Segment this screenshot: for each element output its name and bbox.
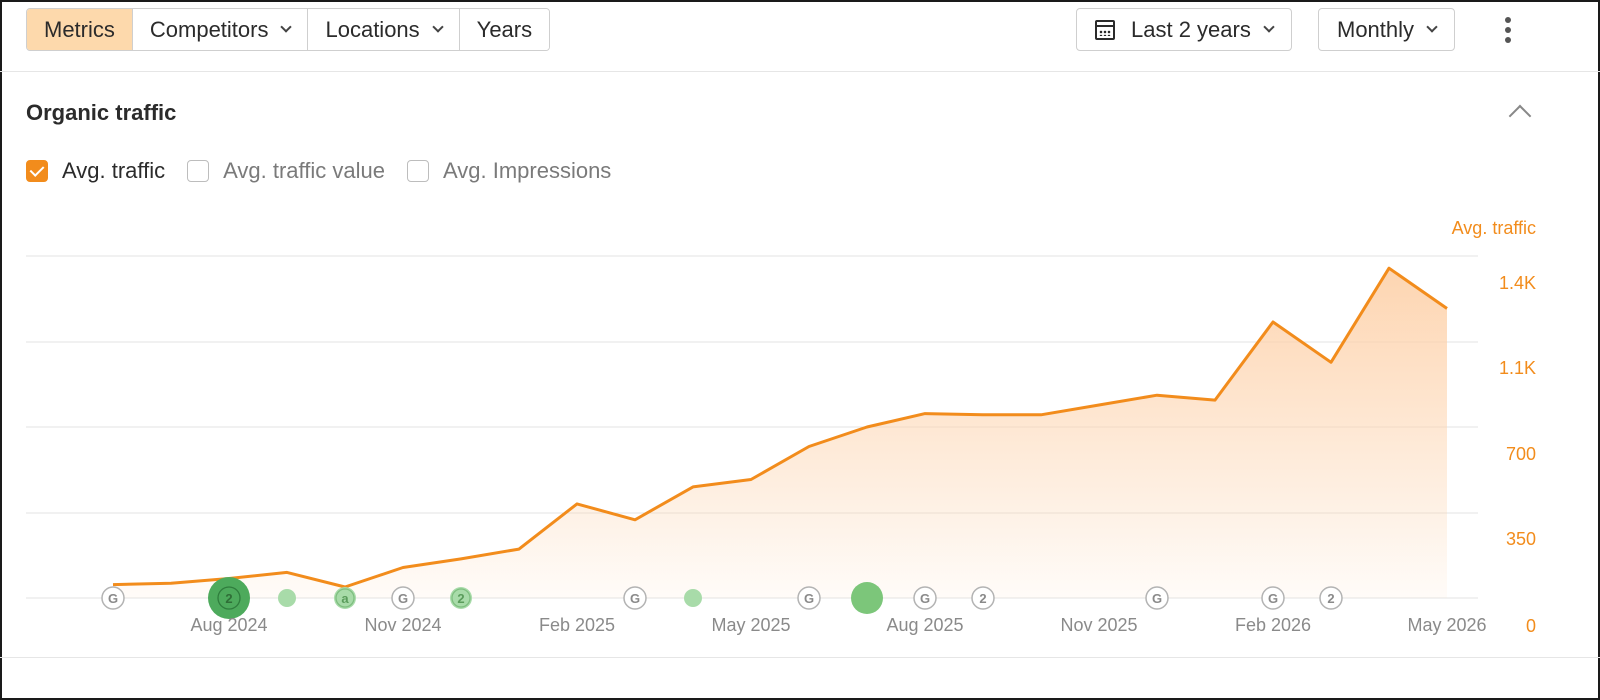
x-tick-label: Feb 2026: [1235, 615, 1311, 635]
date-range-label: Last 2 years: [1131, 16, 1251, 42]
checkbox-avg-traffic-value-label: Avg. traffic value: [223, 158, 385, 183]
tab-competitors-label: Competitors: [149, 16, 269, 42]
y-tick-label: 1.1K: [1499, 358, 1536, 378]
x-tick-label: Nov 2025: [1060, 615, 1137, 635]
svg-text:G: G: [1152, 591, 1162, 606]
x-tick-label: Nov 2024: [364, 615, 441, 635]
date-range-dropdown[interactable]: Last 2 years: [1076, 8, 1292, 51]
annotation-marker[interactable]: 2: [971, 586, 995, 610]
checkbox-avg-traffic[interactable]: Avg. traffic: [26, 158, 165, 184]
y-tick-label: 0: [1526, 616, 1536, 636]
google-update-marker[interactable]: G: [1261, 586, 1285, 610]
tab-years[interactable]: Years: [459, 9, 550, 50]
toolbar: Metrics Competitors Locations Years Last…: [0, 0, 1600, 72]
google-update-marker[interactable]: G: [391, 586, 415, 610]
svg-text:2: 2: [1327, 591, 1334, 606]
checkbox-unchecked-icon[interactable]: [187, 160, 210, 182]
google-update-marker[interactable]: G: [913, 586, 937, 610]
x-tick-label: Aug 2025: [886, 615, 963, 635]
checkbox-checked-icon[interactable]: [26, 160, 48, 182]
google-update-marker[interactable]: G: [797, 586, 821, 610]
google-update-marker[interactable]: G: [101, 586, 125, 610]
google-update-marker[interactable]: G: [623, 586, 647, 610]
view-switcher: Metrics Competitors Locations Years: [26, 8, 551, 51]
svg-text:G: G: [398, 591, 408, 606]
x-tick-label: Feb 2025: [539, 615, 615, 635]
chevron-down-icon: [280, 21, 293, 33]
tab-metrics[interactable]: Metrics: [27, 9, 133, 50]
chevron-down-icon: [1426, 21, 1438, 33]
y-axis-title: Avg. traffic: [1452, 218, 1536, 238]
svg-text:G: G: [804, 591, 814, 606]
y-tick-label: 350: [1506, 529, 1536, 549]
event-dot-marker[interactable]: [684, 589, 702, 607]
x-tick-label: May 2026: [1407, 615, 1486, 635]
event-count-marker[interactable]: 2: [450, 587, 472, 609]
metric-checkboxes: Avg. traffic Avg. traffic value Avg. Imp…: [26, 158, 633, 184]
chevron-down-icon: [1263, 21, 1275, 33]
tab-years-label: Years: [476, 16, 533, 42]
series-line: [112, 266, 1448, 589]
traffic-chart: G 2 a G 2 G G G 2 G G 2 Avg. traffic 0 350 700 1.1K 1.4K…: [26, 218, 1536, 636]
svg-text:G: G: [630, 591, 640, 606]
event-count-marker[interactable]: a: [334, 587, 356, 609]
svg-text:2: 2: [457, 591, 464, 606]
svg-text:2: 2: [979, 591, 986, 606]
event-dot-marker[interactable]: [278, 589, 296, 607]
calendar-icon: [1095, 19, 1115, 40]
checkbox-avg-impressions-label: Avg. Impressions: [442, 158, 612, 183]
google-update-marker[interactable]: G: [1145, 586, 1169, 610]
more-options-icon[interactable]: [1498, 14, 1518, 46]
tab-locations-label: Locations: [325, 16, 420, 42]
event-count-marker[interactable]: 2: [208, 577, 250, 619]
y-tick-label: 700: [1506, 444, 1536, 464]
interval-label: Monthly: [1337, 16, 1415, 42]
axis-labels: Avg. traffic 0 350 700 1.1K 1.4K Aug 2024 Nov 2…: [190, 218, 1536, 636]
svg-text:G: G: [1268, 591, 1278, 606]
checkbox-avg-impressions[interactable]: Avg. Impressions: [406, 158, 612, 184]
checkbox-unchecked-icon[interactable]: [406, 160, 429, 182]
svg-text:2: 2: [225, 591, 232, 606]
tab-metrics-label: Metrics: [44, 16, 115, 42]
svg-text:a: a: [341, 591, 349, 606]
annotation-marker[interactable]: 2: [1319, 586, 1343, 610]
y-tick-label: 1.4K: [1499, 273, 1536, 293]
event-dot-marker[interactable]: [851, 582, 883, 614]
checkbox-avg-traffic-label: Avg. traffic: [62, 158, 166, 183]
area-fill: [113, 268, 1447, 598]
divider: [0, 657, 1600, 658]
tab-locations[interactable]: Locations: [308, 9, 460, 50]
chevron-down-icon: [432, 21, 444, 33]
x-tick-label: Aug 2024: [190, 615, 267, 635]
event-markers: G 2 a G 2 G G G 2 G G 2: [101, 577, 1343, 619]
checkbox-avg-traffic-value[interactable]: Avg. traffic value: [187, 158, 385, 184]
svg-text:G: G: [108, 591, 118, 606]
svg-text:G: G: [920, 591, 930, 606]
tab-competitors[interactable]: Competitors: [132, 9, 309, 50]
x-tick-label: May 2025: [711, 615, 790, 635]
interval-dropdown[interactable]: Monthly: [1318, 8, 1456, 51]
section-title: Organic traffic: [26, 100, 177, 125]
